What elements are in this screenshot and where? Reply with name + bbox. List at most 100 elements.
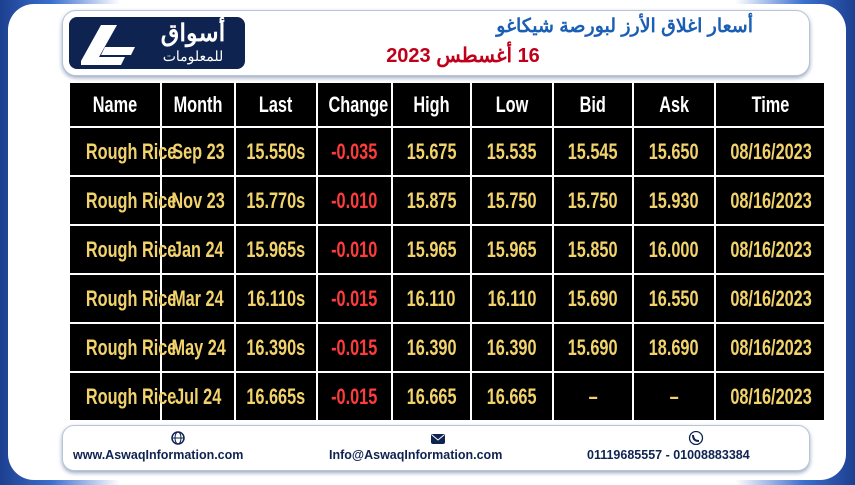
table-cell: 15.875 bbox=[393, 177, 470, 224]
column-header: Last bbox=[236, 83, 316, 126]
footer: www.AswaqInformation.com Info@AswaqInfor… bbox=[62, 425, 810, 471]
table-cell-text: 16.000 bbox=[649, 236, 699, 262]
column-header: Bid bbox=[554, 83, 632, 126]
table-cell: Jul 24 bbox=[162, 373, 234, 420]
column-header-text: Bid bbox=[579, 91, 607, 117]
table-cell-text: 15.965 bbox=[406, 236, 457, 262]
table-cell-text: 16.665 bbox=[406, 383, 457, 409]
table-cell: 18.690 bbox=[634, 324, 714, 371]
table-cell: 16.665 bbox=[393, 373, 470, 420]
table-cell-text: 15.650 bbox=[649, 138, 699, 164]
table-cell: 16.390 bbox=[472, 324, 552, 371]
table-cell: Rough Rice bbox=[70, 275, 176, 322]
table-cell-text: 15.965 bbox=[487, 236, 537, 262]
table-cell: Rough Rice bbox=[70, 128, 176, 175]
column-header-text: Change bbox=[328, 91, 389, 117]
table-cell-text: 15.550s bbox=[246, 138, 306, 164]
table-cell: Rough Rice bbox=[70, 373, 176, 420]
column-header: Ask bbox=[634, 83, 714, 126]
column-header: Name bbox=[70, 83, 160, 126]
table-cell-text: 16.550 bbox=[649, 285, 699, 311]
website: www.AswaqInformation.com bbox=[73, 448, 244, 462]
table-cell-text: -0.015 bbox=[331, 285, 378, 311]
title: أسعار اغلاق الأرز لبورصة شيكاغو bbox=[496, 16, 753, 37]
table-row: Rough Rice May 24 16.390s -0.015 16.390 16.39… bbox=[70, 324, 824, 371]
table-cell-text: Sep 23 bbox=[171, 138, 225, 164]
table-cell: 15.750 bbox=[472, 177, 552, 224]
date: 16 أغسطس 2023 bbox=[386, 45, 540, 67]
table-cell-text: 16.390 bbox=[487, 334, 537, 360]
column-header-text: Ask bbox=[659, 91, 689, 117]
column-header-text: Time bbox=[751, 91, 789, 117]
table-cell-text: Mar 24 bbox=[172, 285, 224, 311]
table-cell: 15.675 bbox=[393, 128, 470, 175]
table-cell: 15.965s bbox=[236, 226, 316, 273]
column-header: Time bbox=[716, 83, 824, 126]
column-header-text: Month bbox=[173, 91, 223, 117]
table-cell: -0.010 bbox=[318, 177, 391, 224]
table-cell: 15.965 bbox=[472, 226, 552, 273]
table-cell: 16.665s bbox=[236, 373, 316, 420]
column-header-text: Last bbox=[259, 91, 293, 117]
table-cell-text: 08/16/2023 bbox=[730, 285, 812, 311]
table-cell-text: 18.690 bbox=[649, 334, 699, 360]
table-cell: 15.690 bbox=[554, 324, 632, 371]
column-header: High bbox=[393, 83, 470, 126]
table-cell: Nov 23 bbox=[162, 177, 234, 224]
table-cell: 15.850 bbox=[554, 226, 632, 273]
table-body: Rough Rice Sep 23 15.550s -0.035 15.675 15.53… bbox=[70, 128, 824, 420]
table-cell-text: 16.110 bbox=[407, 285, 456, 311]
column-header-text: High bbox=[413, 91, 450, 117]
column-header-text: Name bbox=[92, 91, 138, 117]
table-cell: 16.110 bbox=[472, 275, 552, 322]
table-cell-text: 15.850 bbox=[568, 236, 618, 262]
column-header-text: Low bbox=[495, 91, 529, 117]
table-row: Rough Rice Jan 24 15.965s -0.010 15.965 15.96… bbox=[70, 226, 824, 273]
mail-icon bbox=[431, 434, 445, 444]
table-cell: Rough Rice bbox=[70, 226, 176, 273]
table-cell-text: 16.665s bbox=[246, 383, 306, 409]
table-cell-text: 08/16/2023 bbox=[730, 138, 812, 164]
logo-name: أسواق bbox=[160, 20, 226, 47]
table-row: Rough Rice Jul 24 16.665s -0.015 16.665 16.66… bbox=[70, 373, 824, 420]
table-cell: 15.535 bbox=[472, 128, 552, 175]
table-cell-text: 08/16/2023 bbox=[730, 334, 812, 360]
table-cell: -0.015 bbox=[318, 324, 391, 371]
logo: أسواق للمعلومات bbox=[69, 17, 245, 69]
table-cell: 15.550s bbox=[236, 128, 316, 175]
table-cell: 15.545 bbox=[554, 128, 632, 175]
table-cell-text: -0.010 bbox=[331, 187, 378, 213]
table-cell: -0.015 bbox=[318, 275, 391, 322]
table-cell-text: 15.750 bbox=[487, 187, 537, 213]
table-cell-text: 15.690 bbox=[568, 334, 618, 360]
table-cell-text: 15.875 bbox=[406, 187, 457, 213]
column-header: Month bbox=[162, 83, 234, 126]
table-cell: 08/16/2023 bbox=[716, 128, 824, 175]
table-cell: Jan 24 bbox=[162, 226, 234, 273]
header: أسواق للمعلومات أسعار اغلاق الأرز لبورصة… bbox=[62, 10, 810, 76]
table-cell-text: Nov 23 bbox=[171, 187, 225, 213]
table-cell: 15.690 bbox=[554, 275, 632, 322]
table-cell: 15.965 bbox=[393, 226, 470, 273]
table-cell-text: 15.535 bbox=[487, 138, 537, 164]
table-cell: 08/16/2023 bbox=[716, 177, 824, 224]
table-cell: 08/16/2023 bbox=[716, 275, 824, 322]
table-cell-text: 08/16/2023 bbox=[730, 383, 812, 409]
prices-table: Name Month Last Change High Low Bid Ask Time Rou… bbox=[68, 81, 826, 422]
phone: 01119685557 - 01008883384 bbox=[587, 448, 750, 462]
table-cell: – bbox=[634, 373, 714, 420]
web-icon bbox=[171, 431, 185, 445]
table-cell-text: 15.675 bbox=[406, 138, 457, 164]
table-cell: 15.930 bbox=[634, 177, 714, 224]
table-cell-text: 15.690 bbox=[568, 285, 618, 311]
table-cell: 16.390 bbox=[393, 324, 470, 371]
email: Info@AswaqInformation.com bbox=[329, 448, 503, 462]
table-cell: 16.550 bbox=[634, 275, 714, 322]
table-cell-text: – bbox=[588, 383, 598, 409]
table-cell-text: Rough Rice bbox=[85, 236, 177, 262]
table-cell-text: Rough Rice bbox=[85, 187, 177, 213]
table-row: Rough Rice Nov 23 15.770s -0.010 15.875 15.75… bbox=[70, 177, 824, 224]
table-cell: 16.000 bbox=[634, 226, 714, 273]
table-cell-text: Rough Rice bbox=[85, 334, 177, 360]
